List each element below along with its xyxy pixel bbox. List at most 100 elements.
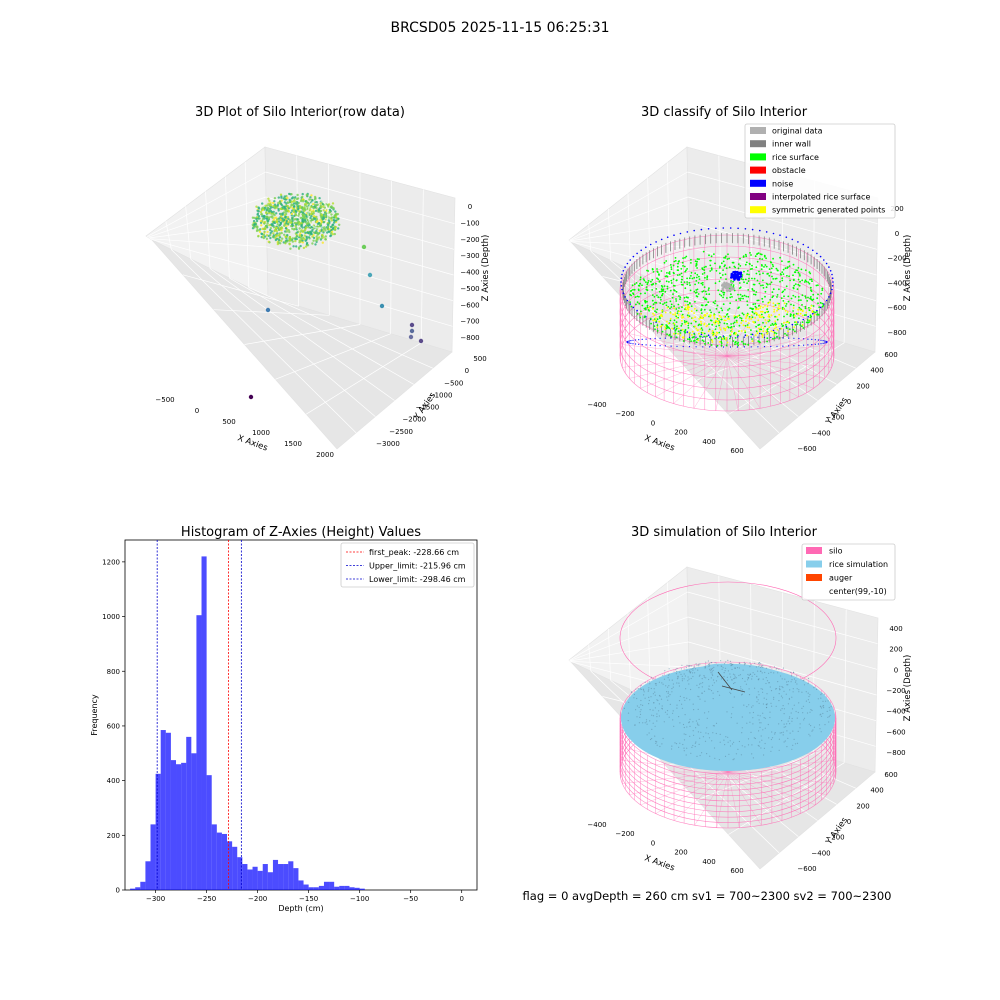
rice-surface-point (716, 304, 719, 307)
silo-spoke (622, 771, 729, 784)
silo-spoke (716, 771, 729, 828)
rice-surface-point (693, 333, 696, 336)
cloud-point (295, 236, 298, 239)
rice-surface-point (776, 294, 779, 296)
surface-mesh-dot (830, 706, 832, 708)
noise-point (819, 306, 822, 309)
cloud-point (303, 234, 306, 237)
surface-mesh-dot (713, 666, 715, 669)
rice-surface-point (764, 264, 767, 266)
noise-point (627, 340, 629, 342)
surface-mesh-dot (706, 727, 708, 729)
cloud-point (301, 239, 304, 242)
rice-surface-point (809, 272, 812, 275)
surface-mesh-dot (668, 695, 670, 697)
surface-mesh-dot (738, 662, 740, 664)
rice-surface-point (798, 284, 801, 287)
symmetric-point (726, 317, 729, 320)
surface-mesh-dot (733, 696, 735, 698)
cloud-point (283, 195, 286, 198)
surface-mesh-dot (633, 697, 635, 699)
rice-surface-point (684, 321, 686, 324)
noise-point (688, 346, 691, 348)
surface-mesh-dot (778, 700, 780, 702)
symmetric-point (733, 315, 736, 317)
histogram-bar (242, 864, 248, 890)
symmetric-point (745, 314, 748, 317)
rice-surface-point (733, 265, 736, 268)
surface-mesh-dot (676, 707, 678, 709)
symmetric-point (786, 311, 789, 313)
noise-point (817, 339, 820, 341)
rice-surface-point (700, 327, 703, 330)
surface-mesh-dot (734, 677, 736, 679)
rice-surface-point (722, 269, 724, 271)
surface-mesh-dot (762, 691, 764, 693)
surface-mesh-dot (677, 675, 679, 677)
surface-mesh-dot (809, 694, 811, 696)
z-tick-label: −500 (460, 285, 479, 293)
symmetric-point (724, 329, 727, 332)
rice-surface-point (686, 268, 688, 270)
z-tick-label: 0 (894, 666, 898, 674)
rice-surface-point (673, 272, 675, 275)
surface-mesh-dot (706, 717, 708, 719)
rice-surface-point (808, 282, 811, 285)
surface-mesh-dot (748, 694, 751, 696)
surface-mesh-dot (808, 701, 811, 703)
rice-surface-point (639, 278, 642, 281)
cloud-point (285, 221, 288, 225)
rice-surface-point (786, 274, 788, 277)
noise-point (829, 292, 832, 295)
simulation-plot-title: 3D simulation of Silo Interior (631, 525, 818, 540)
ring-highlight (307, 199, 329, 229)
surface-mesh-dot (798, 691, 800, 693)
original-point (724, 286, 727, 289)
surface-mesh-dot (740, 688, 742, 690)
surface-mesh-dot (765, 698, 768, 700)
surface-mesh-dot (676, 678, 679, 680)
rice-surface-point (644, 315, 646, 318)
surface-mesh-dot (724, 670, 726, 672)
surface-mesh-dot (712, 674, 714, 677)
symmetric-point (811, 311, 814, 313)
surface-mesh-dot (681, 680, 684, 682)
surface-mesh-dot (741, 732, 743, 734)
x-tick-label: 0 (195, 407, 199, 415)
noise-point (737, 227, 739, 230)
symmetric-point (724, 328, 727, 330)
symmetric-point (761, 336, 764, 338)
rice-surface-point (725, 267, 728, 270)
symmetric-point (772, 305, 775, 308)
rice-surface-point (772, 257, 774, 260)
cloud-point (317, 232, 320, 235)
surface-mesh-dot (681, 664, 683, 666)
symmetric-point (754, 308, 757, 310)
surface-mesh-dot (719, 733, 721, 736)
rice-surface-point (663, 261, 666, 264)
surface-mesh-dot (778, 687, 781, 689)
cloud-point (289, 221, 293, 224)
rice-surface-point (794, 330, 796, 333)
symmetric-point (747, 313, 750, 316)
rice-surface-point (781, 260, 783, 263)
legend-label: noise (772, 179, 793, 188)
surface-mesh-dot (715, 722, 718, 725)
symmetric-point (754, 311, 757, 314)
cloud-point (269, 233, 272, 237)
symmetric-point (661, 309, 663, 312)
cloud-point (284, 241, 287, 244)
cloud-point (326, 225, 330, 229)
z-tick-label: −700 (460, 318, 479, 326)
surface-mesh-dot (672, 712, 674, 714)
surface-mesh-dot (751, 675, 753, 677)
surface-mesh-dot (715, 680, 718, 682)
surface-mesh-dot (789, 723, 791, 725)
noise-point (679, 232, 682, 235)
symmetric-point (699, 315, 702, 318)
symmetric-point (754, 334, 757, 336)
cloud-point (273, 197, 277, 200)
surface-mesh-dot (703, 690, 706, 692)
rice-surface-point (763, 266, 765, 268)
